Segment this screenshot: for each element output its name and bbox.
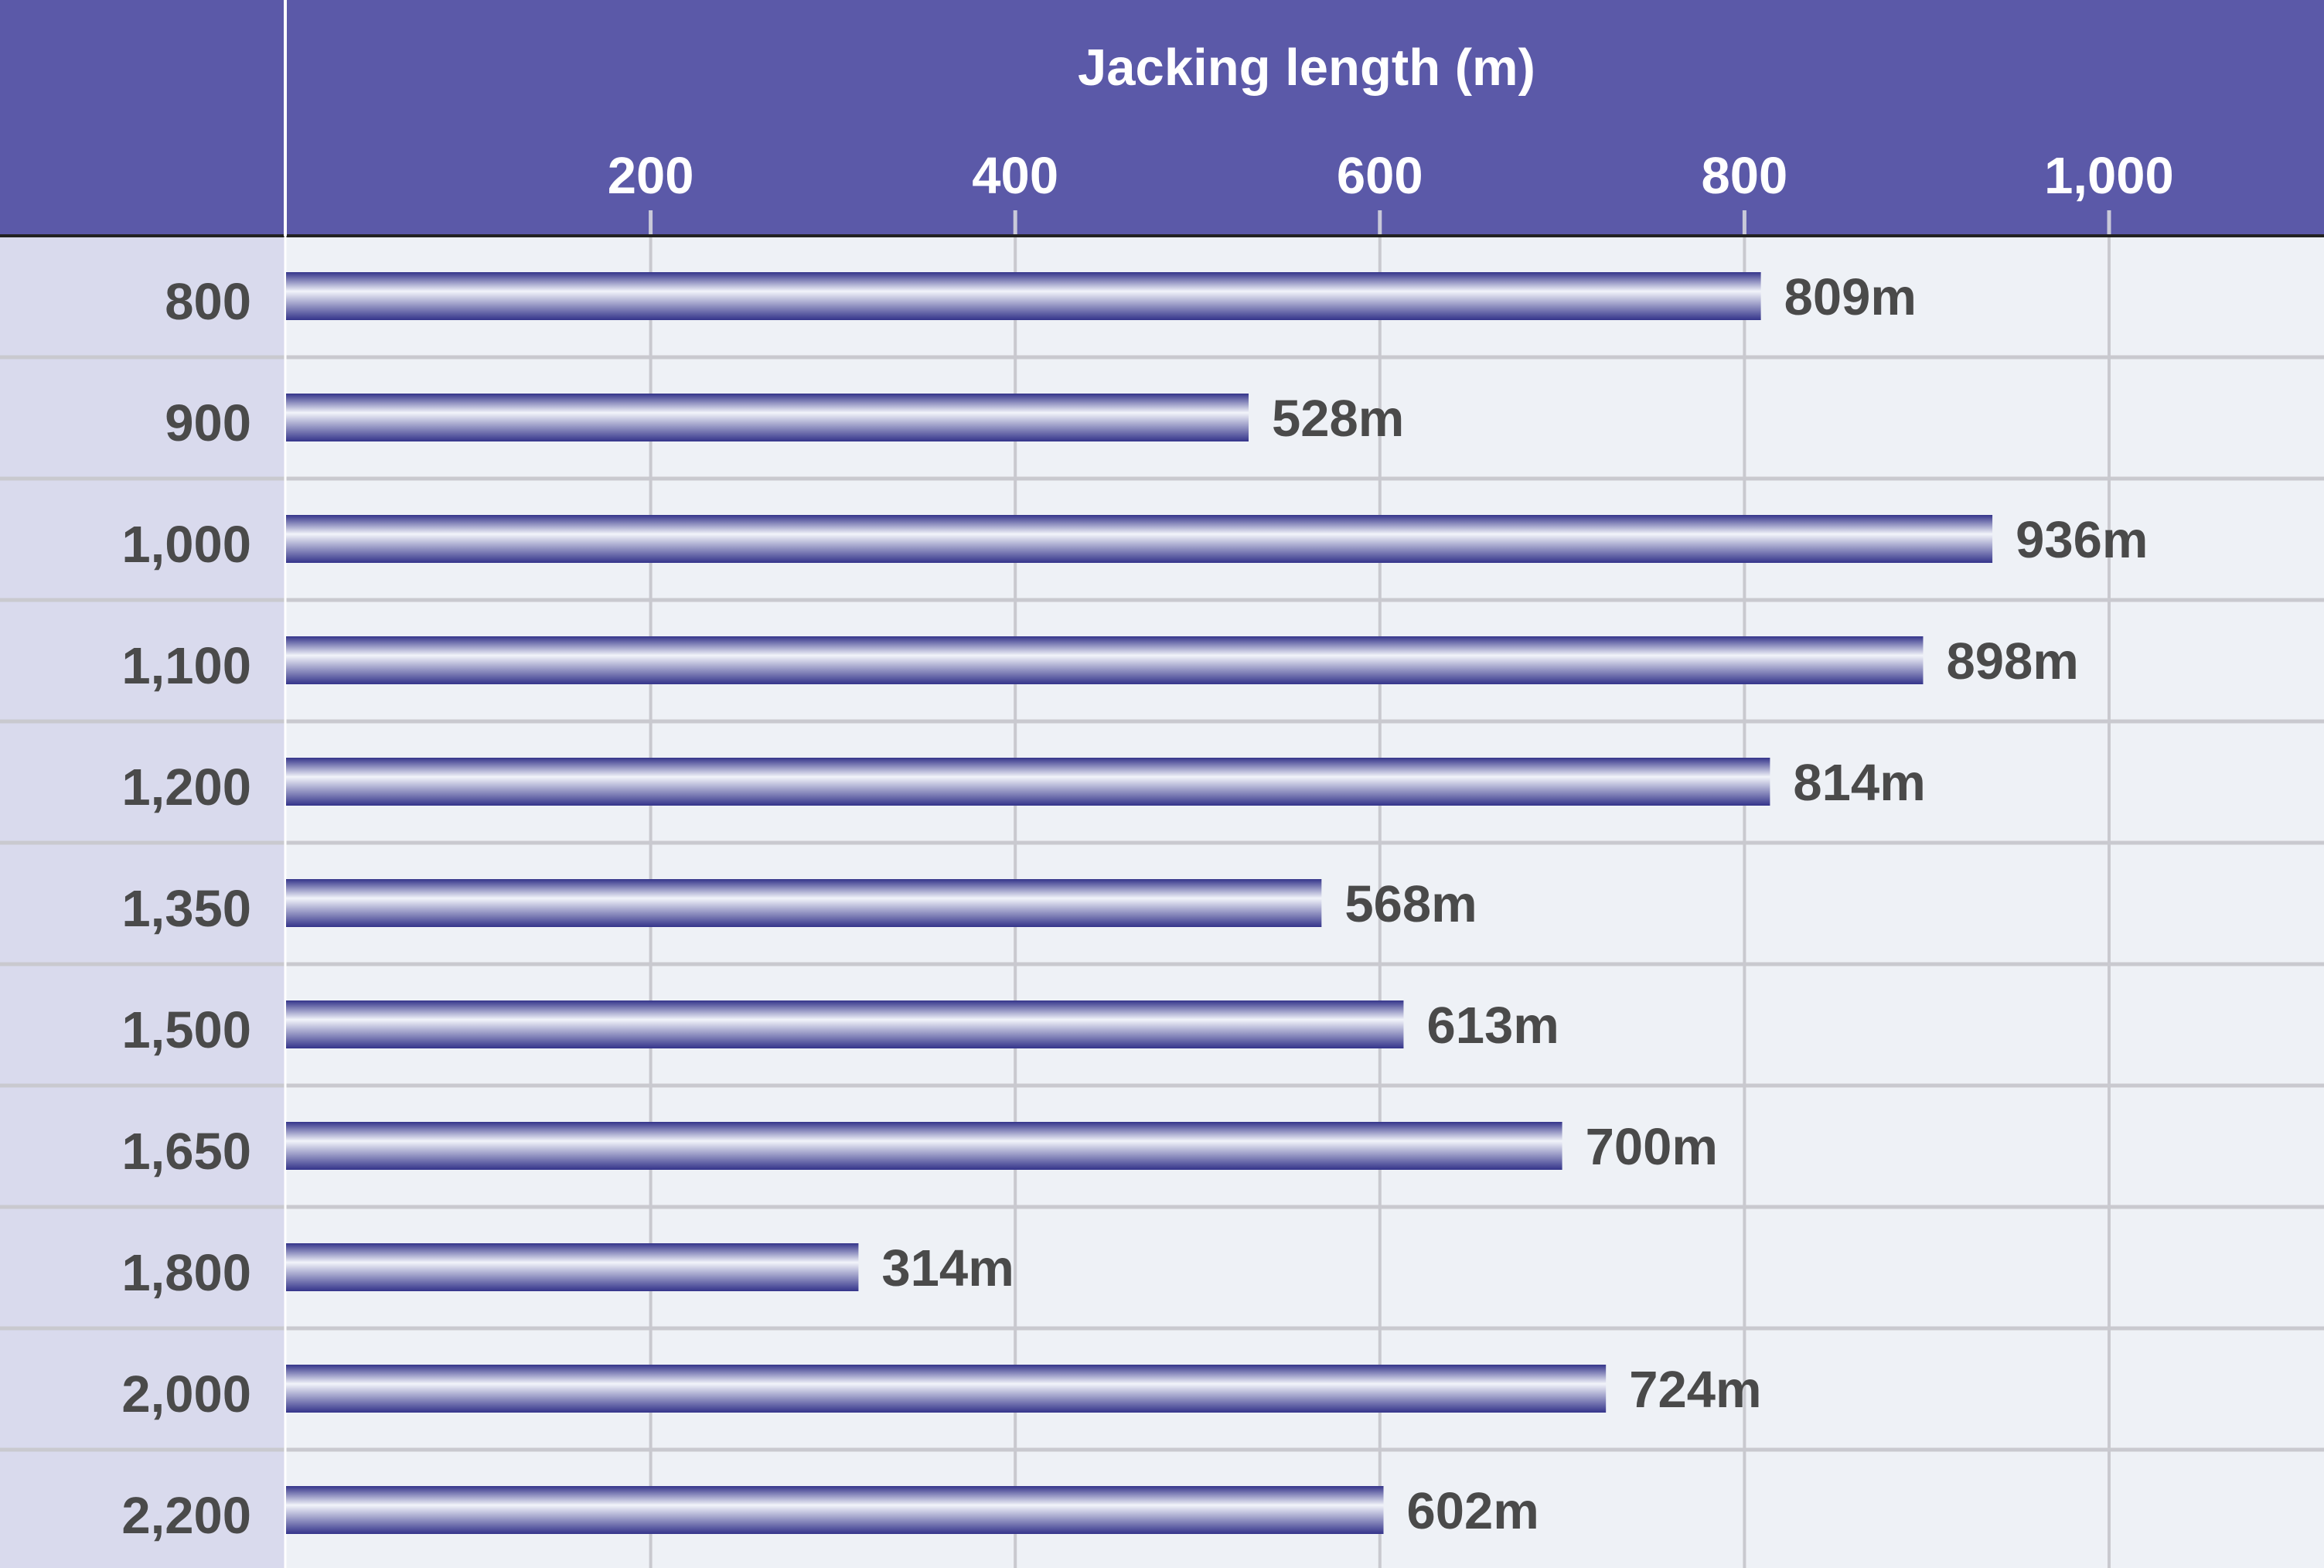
data-label: 724m: [1629, 1361, 1761, 1419]
category-label: 2,000: [121, 1365, 251, 1423]
data-label: 809m: [1784, 268, 1917, 326]
category-label: 900: [165, 394, 251, 452]
data-label: 936m: [2016, 511, 2148, 569]
bar: [286, 1365, 1607, 1413]
category-label: 1,350: [121, 880, 251, 938]
x-axis-title: Jacking length (m): [1078, 39, 1535, 97]
x-tick-label: 800: [1702, 147, 1788, 205]
data-label: 568m: [1344, 875, 1477, 933]
data-label: 314m: [881, 1239, 1014, 1297]
bar: [286, 758, 1770, 806]
category-label: 1,800: [121, 1244, 251, 1302]
bar: [286, 1122, 1562, 1170]
bar: [286, 1486, 1384, 1534]
category-label: 1,650: [121, 1123, 251, 1181]
axis-header-background: [0, 0, 2324, 236]
data-label: 700m: [1586, 1118, 1718, 1176]
bars: [286, 272, 1993, 1534]
data-label: 814m: [1793, 754, 1925, 812]
bar: [286, 394, 1249, 441]
labels: 200 400 600 800 1,000 809m 800 528m 900 936m 1,000…: [121, 147, 2174, 1545]
category-label: 1,200: [121, 758, 251, 816]
category-label: 1,000: [121, 516, 251, 574]
bar: [286, 1243, 859, 1291]
data-label: 613m: [1426, 997, 1559, 1055]
bar: [286, 272, 1761, 320]
bar: [286, 879, 1322, 927]
data-label: 528m: [1272, 390, 1404, 448]
category-column-background: [0, 236, 285, 1568]
x-tick-label: 200: [608, 147, 694, 205]
category-label: 800: [165, 273, 251, 331]
data-label: 602m: [1407, 1482, 1539, 1540]
x-tick-label: 400: [972, 147, 1058, 205]
x-tick-label: 600: [1337, 147, 1423, 205]
bar: [286, 515, 1993, 563]
category-label: 2,200: [121, 1487, 251, 1545]
category-label: 1,100: [121, 637, 251, 695]
data-label: 898m: [1946, 632, 2078, 690]
category-label: 1,500: [121, 1001, 251, 1059]
bar: [286, 636, 1924, 684]
x-tick-label: 1,000: [2044, 147, 2174, 205]
bar: [286, 1000, 1404, 1048]
